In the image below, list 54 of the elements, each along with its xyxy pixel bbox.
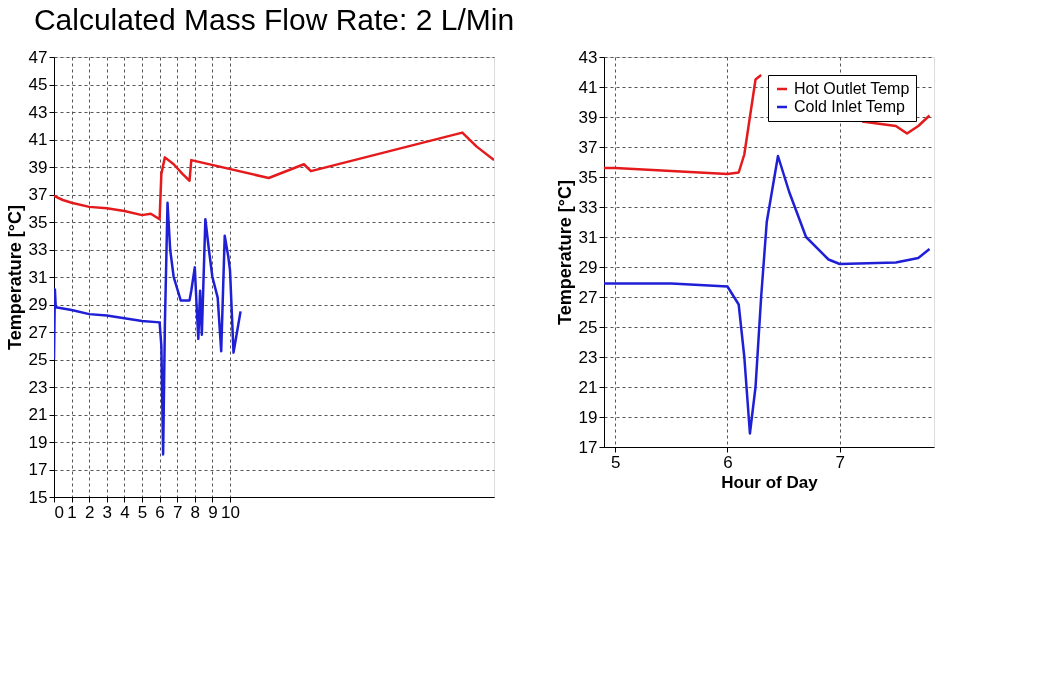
x-tick-label: 7 (835, 452, 845, 472)
x-tick-label: 2 (84, 502, 95, 522)
x-tick-label: 10 (221, 502, 240, 522)
y-axis-title: Temperature [°C] (4, 205, 25, 350)
y-tick-label: 39 (578, 107, 598, 127)
x-tick-label: 6 (155, 502, 165, 522)
y-tick-label: 41 (578, 77, 598, 97)
y-tick-label: 25 (578, 317, 598, 337)
y-tick-label: 37 (28, 185, 48, 204)
y-tick-label: 21 (578, 377, 598, 397)
legend-label: Cold Inlet Temp (794, 98, 905, 115)
x-tick-label: 3 (102, 502, 113, 522)
y-tick-label: 41 (28, 130, 48, 149)
y-tick-label: 31 (28, 267, 48, 287)
y-tick-label: 37 (578, 137, 598, 157)
x-tick-label: 6 (723, 452, 733, 472)
y-tick-label: 17 (28, 460, 48, 479)
y-tick-label: 27 (28, 322, 48, 342)
line-series (604, 154, 931, 435)
line-series (54, 201, 242, 456)
line-series (54, 131, 494, 221)
legend-label: Hot Outlet Temp (794, 80, 910, 97)
y-tick-label: 19 (578, 407, 598, 427)
x-tick-label: 5 (137, 502, 148, 522)
x-tick-label: 7 (172, 502, 183, 522)
y-tick-label: 17 (578, 437, 598, 457)
y-tick-label: 27 (578, 287, 598, 307)
x-tick-label: 8 (190, 502, 201, 522)
y-tick-label: 15 (28, 487, 48, 507)
y-tick-label: 47 (28, 47, 48, 67)
y-tick-label: 25 (28, 350, 48, 369)
y-tick-label: 33 (28, 240, 48, 259)
y-tick-label: 45 (28, 75, 48, 94)
x-tick-label: 1 (67, 502, 77, 522)
y-tick-label: 29 (28, 295, 48, 314)
y-tick-label: 43 (578, 47, 598, 67)
y-tick-label: 29 (578, 257, 598, 277)
x-tick-label: 9 (208, 502, 218, 522)
y-axis-title: Temperature [°C] (554, 180, 575, 325)
y-tick-label: 35 (28, 212, 48, 232)
y-tick-label: 39 (28, 157, 48, 177)
y-tick-label: 43 (28, 102, 48, 122)
y-tick-label: 31 (578, 227, 598, 247)
x-axis-title: Hour of Day (721, 472, 819, 492)
y-tick-label: 23 (28, 377, 48, 397)
y-tick-label: 23 (578, 347, 598, 367)
x-tick-label: 5 (610, 452, 621, 472)
y-tick-label: 21 (28, 405, 48, 424)
x-tick-label: 4 (120, 502, 130, 522)
text: Calculated Mass Flow Rate: 2 L/Min (33, 3, 515, 36)
y-tick-label: 19 (28, 432, 48, 452)
x-tick-label: 0 (54, 502, 64, 522)
y-tick-label: 33 (578, 197, 598, 217)
y-tick-label: 35 (578, 167, 598, 187)
